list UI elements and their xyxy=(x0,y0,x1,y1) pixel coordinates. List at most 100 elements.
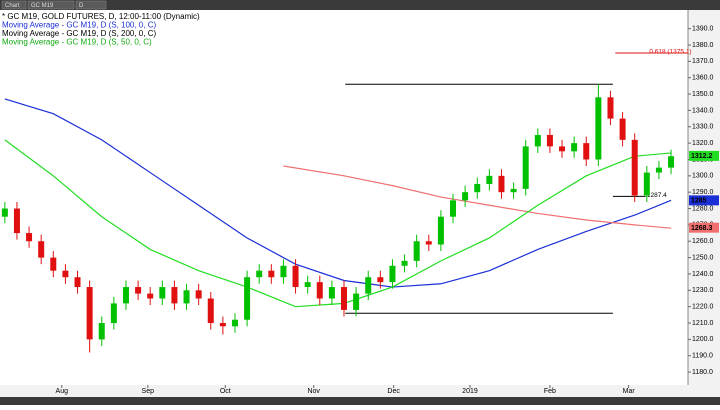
toolbar-label: D xyxy=(79,3,84,9)
toolbar-label: GC M19 xyxy=(31,3,54,9)
candle-body xyxy=(159,287,166,299)
moving-average-line xyxy=(4,98,672,288)
moving-average-line xyxy=(4,139,672,308)
candle-body xyxy=(231,319,238,327)
y-tick-label: 1340.0 xyxy=(692,107,714,114)
y-tick-label: 1260.0 xyxy=(692,238,714,245)
x-tick-label: Oct xyxy=(220,388,231,395)
candle-body xyxy=(413,241,420,261)
candle-body xyxy=(389,265,396,283)
price-label-box xyxy=(689,222,719,233)
candle-body xyxy=(13,208,20,234)
x-tick-label: Sep xyxy=(142,388,155,395)
x-tick-label: Dec xyxy=(387,388,400,395)
y-tick-label: 1330.0 xyxy=(692,124,714,131)
candle-body xyxy=(510,188,517,193)
candle-body xyxy=(26,233,33,242)
candle-body xyxy=(583,143,590,160)
y-tick-label: 1180.0 xyxy=(692,369,713,376)
y-tick-label: 1200.0 xyxy=(692,336,714,343)
candle-body xyxy=(498,175,505,193)
candle-body xyxy=(365,277,372,294)
candle-body xyxy=(462,192,469,201)
y-tick-label: 1240.0 xyxy=(692,271,714,278)
candle-body xyxy=(38,241,45,258)
y-tick-label: 1190.0 xyxy=(692,353,713,360)
candle-body xyxy=(534,134,541,147)
candle-body xyxy=(353,293,360,310)
candle-body xyxy=(74,277,81,288)
candle-body xyxy=(474,184,481,193)
level-label: 1287.4 xyxy=(647,192,667,199)
x-tick-label: Nov xyxy=(307,388,320,395)
candle-body xyxy=(607,97,614,119)
time-axis xyxy=(0,385,720,397)
candle-body xyxy=(195,290,202,299)
candle-body xyxy=(655,167,662,173)
y-tick-label: 1360.0 xyxy=(692,75,714,82)
candle-body xyxy=(631,139,638,196)
y-tick-label: 1380.0 xyxy=(692,42,714,49)
candle-body xyxy=(619,118,626,140)
x-tick-label: Feb xyxy=(544,388,556,395)
moving-average-line xyxy=(283,165,672,229)
candle-body xyxy=(122,287,129,304)
y-tick-label: 1290.0 xyxy=(692,189,714,196)
candle-body xyxy=(595,97,602,160)
y-tick-label: 1220.0 xyxy=(692,304,714,311)
price-label-box xyxy=(689,195,719,206)
candle-body xyxy=(183,290,190,304)
candle-body xyxy=(643,172,650,196)
candle-body xyxy=(135,287,142,294)
candle-body xyxy=(110,303,117,324)
candle-body xyxy=(328,287,335,299)
legend-entry: Moving Average - GC M19, D (S, 200, 0, C… xyxy=(2,29,156,38)
candle-body xyxy=(450,200,457,217)
candle-body xyxy=(244,277,251,320)
candle-body xyxy=(86,287,93,340)
level-label: 0.618 (1375.1) xyxy=(649,49,691,56)
price-label: 1268.3 xyxy=(691,225,713,232)
candle-body xyxy=(559,146,566,152)
candle-body xyxy=(486,175,493,185)
candle-body xyxy=(546,134,553,147)
candle-body xyxy=(98,323,105,340)
legend-entry: * GC M19, GOLD FUTURES, D, 12:00-11:00 (… xyxy=(2,12,200,21)
candle-body xyxy=(437,216,444,245)
y-tick-label: 1390.0 xyxy=(692,25,714,32)
candle-body xyxy=(292,265,299,288)
price-label: 1312.2 xyxy=(691,153,713,160)
status-bar xyxy=(0,397,720,405)
candle-body xyxy=(207,298,214,324)
candle-body xyxy=(62,270,69,278)
toolbar-tab[interactable] xyxy=(1,0,27,10)
price-label-box xyxy=(689,150,719,161)
candle-body xyxy=(401,260,408,266)
y-tick-label: 1280.0 xyxy=(692,205,714,212)
x-tick-label: 2019 xyxy=(462,388,478,395)
candle-body xyxy=(316,282,323,299)
x-tick-label: Mar xyxy=(623,388,636,395)
candle-body xyxy=(341,287,347,310)
candle-body xyxy=(171,287,178,304)
candle-body xyxy=(668,156,675,168)
legend-entry: Moving Average - GC M19, D (S, 100, 0, C… xyxy=(2,21,156,30)
toolbar-label: Chart xyxy=(5,3,20,9)
candle-body xyxy=(280,265,287,278)
legend-entry: Moving Average - GC M19, D (S, 50, 0, C) xyxy=(2,38,152,47)
toolbar-tab[interactable] xyxy=(27,0,75,10)
candle-body xyxy=(377,277,384,283)
y-tick-label: 1250.0 xyxy=(692,254,714,261)
candle-body xyxy=(304,282,311,288)
y-tick-label: 1300.0 xyxy=(692,173,714,180)
candle-body xyxy=(50,257,57,271)
x-tick-label: Aug xyxy=(56,388,69,395)
y-tick-label: 1210.0 xyxy=(692,320,714,327)
candle-body xyxy=(268,270,275,278)
candle-body xyxy=(219,323,226,327)
candle-body xyxy=(147,293,154,299)
toolbar xyxy=(0,0,720,10)
toolbar-tab[interactable] xyxy=(75,0,107,10)
y-tick-label: 1320.0 xyxy=(692,140,714,147)
